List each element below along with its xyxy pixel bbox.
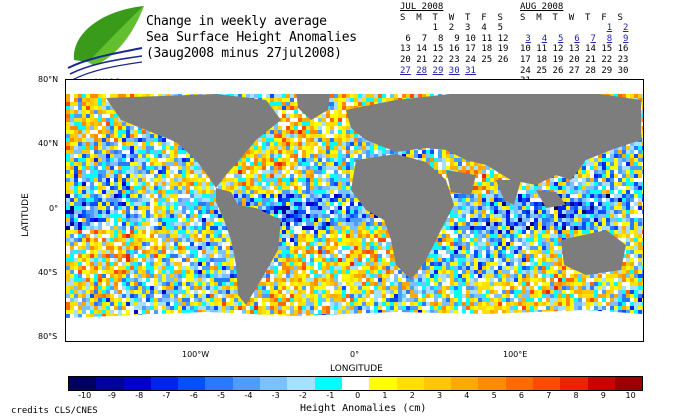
land-mask — [216, 188, 281, 305]
colorbar-tick: 6 — [518, 391, 524, 400]
credits: credits CLS/CNES — [11, 406, 98, 416]
lat-tick-80n: 80°N — [38, 75, 59, 84]
colorbar-tick: 8 — [573, 391, 579, 400]
calendar-week: 10 11 12 13 14 15 16 — [520, 44, 629, 55]
colorbar-swatch — [587, 377, 615, 390]
colorbar-swatch — [178, 377, 206, 390]
calendar-week: 27 28 29 30 31 — [400, 65, 476, 76]
colorbar-swatch — [123, 377, 151, 390]
land-mask — [296, 88, 331, 120]
colorbar-swatch — [396, 377, 424, 390]
colorbar-swatch — [69, 377, 97, 390]
colorbar-swatch — [205, 377, 233, 390]
lat-tick-80s: 80°S — [38, 332, 58, 341]
anomaly-field — [66, 80, 643, 341]
colorbar-tick: -5 — [217, 391, 226, 400]
arctic-mask — [66, 80, 643, 94]
lat-tick-40s: 40°S — [38, 268, 58, 277]
colorbar-tick: 9 — [600, 391, 606, 400]
calendar-week: 20 21 22 23 24 25 26 — [400, 54, 509, 65]
title-line-3: (3aug2008 minus 27jul2008) — [146, 46, 342, 61]
land-mask — [536, 190, 566, 208]
colorbar-swatch — [478, 377, 506, 390]
colorbar-swatch — [96, 377, 124, 390]
colorbar-tick: 1 — [382, 391, 388, 400]
calendar-month: AUG 2008 — [520, 2, 564, 12]
colorbar-tick: 5 — [491, 391, 497, 400]
colorbar-tick: -3 — [271, 391, 280, 400]
calendar-week: 6 7 8 9 10 11 12 — [405, 33, 509, 44]
colorbar-swatch — [505, 377, 534, 390]
colorbar-tick: -8 — [135, 391, 144, 400]
colorbar-swatch — [232, 377, 261, 390]
land-mask — [561, 230, 626, 275]
colorbar-swatch — [260, 377, 288, 390]
aviso-logo — [67, 6, 144, 81]
lon-tick-0: 0° — [350, 350, 360, 359]
y-axis-label: LATITUDE — [20, 193, 31, 237]
colorbar-swatch — [314, 377, 342, 390]
colorbar-swatch — [423, 377, 452, 390]
calendar-weekdays: S M T W T F S — [520, 12, 623, 23]
lat-tick-0: 0° — [49, 204, 59, 213]
lon-tick-100e: 100°E — [503, 350, 528, 359]
colorbar-swatch — [369, 377, 397, 390]
colorbar-tick: -6 — [189, 391, 198, 400]
calendar-weekdays: S M T W T F S — [400, 12, 503, 23]
colorbar-tick: -10 — [78, 391, 92, 400]
colorbar-label: Height Anomalies (cm) — [300, 403, 427, 414]
colorbar-tick: -7 — [162, 391, 171, 400]
title-line-1: Change in weekly average — [146, 14, 327, 29]
calendar-july: JUL 2008 S M T W T F S 1 2 3 4 5 6 7 8 9 … — [400, 2, 508, 76]
x-axis-label: LONGITUDE — [330, 364, 383, 374]
colorbar-tick: -4 — [244, 391, 253, 400]
land-mask — [446, 170, 476, 195]
colorbar-tick: -1 — [326, 391, 335, 400]
calendar-month: JUL 2008 — [400, 2, 444, 12]
title-line-2: Sea Surface Height Anomalies — [146, 30, 357, 45]
land-mask — [346, 90, 641, 185]
colorbar-tick: 2 — [409, 391, 415, 400]
colorbar-swatch — [150, 377, 179, 390]
lat-tick-40n: 40°N — [38, 139, 59, 148]
colorbar-swatch — [560, 377, 588, 390]
colorbar — [68, 376, 644, 391]
colorbar-tick: -2 — [299, 391, 308, 400]
colorbar-swatch — [533, 377, 561, 390]
colorbar-swatch — [614, 377, 643, 390]
calendar-week: 17 18 19 20 21 22 23 — [520, 54, 629, 65]
colorbar-tick: 7 — [546, 391, 552, 400]
colorbar-tick: 10 — [625, 391, 636, 400]
colorbar-tick: 4 — [464, 391, 470, 400]
land-mask — [106, 94, 281, 188]
calendar-week: 24 25 26 27 28 29 30 — [520, 65, 629, 76]
calendar-week: 1 2 3 4 5 — [432, 23, 503, 34]
calendar-week: 1 2 — [606, 23, 629, 34]
sea-surface-height-map — [65, 79, 644, 342]
colorbar-tick: 3 — [437, 391, 443, 400]
land-mask — [351, 154, 454, 280]
map-title: Change in weekly average Sea Surface Hei… — [146, 14, 357, 62]
colorbar-swatch — [341, 377, 370, 390]
calendar-week: 13 14 15 16 17 18 19 — [400, 44, 509, 55]
lon-tick-100w: 100°W — [182, 350, 210, 359]
antarctica-mask — [66, 310, 643, 341]
colorbar-tick: -9 — [107, 391, 116, 400]
calendar-week: 3 4 5 6 7 8 9 — [525, 33, 629, 44]
colorbar-tick: 0 — [355, 391, 361, 400]
colorbar-swatch — [451, 377, 479, 390]
colorbar-swatch — [287, 377, 315, 390]
land-mask — [496, 180, 521, 205]
